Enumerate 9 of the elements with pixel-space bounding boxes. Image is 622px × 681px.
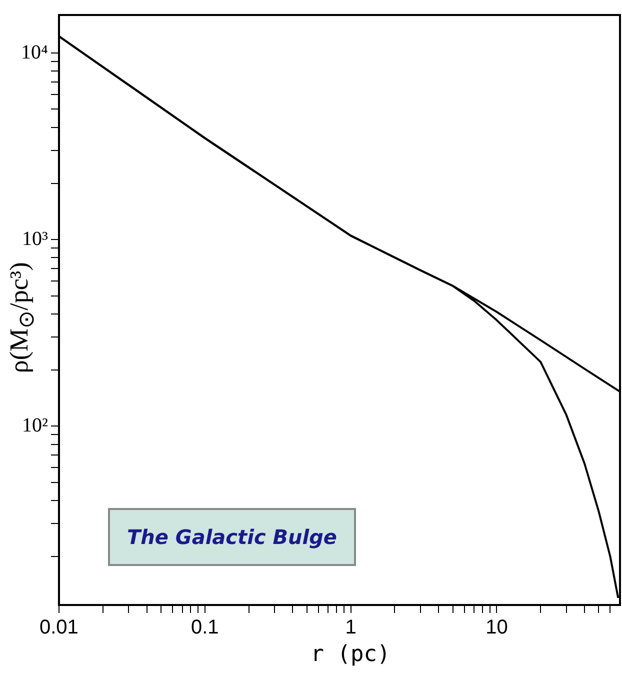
y-tick-label: 10⁴ [20, 41, 48, 64]
caption-box: The Galactic Bulge [108, 508, 356, 566]
y-tick-label: 10² [22, 414, 48, 436]
x-tick-label: 10 [486, 616, 508, 639]
x-tick-label: 0.1 [190, 616, 219, 639]
y-tick-label: 10³ [22, 228, 48, 250]
x-tick-label: 1 [345, 616, 356, 639]
x-tick-label: 0.01 [40, 616, 78, 639]
x-axis-title: r (pc) [310, 642, 392, 667]
